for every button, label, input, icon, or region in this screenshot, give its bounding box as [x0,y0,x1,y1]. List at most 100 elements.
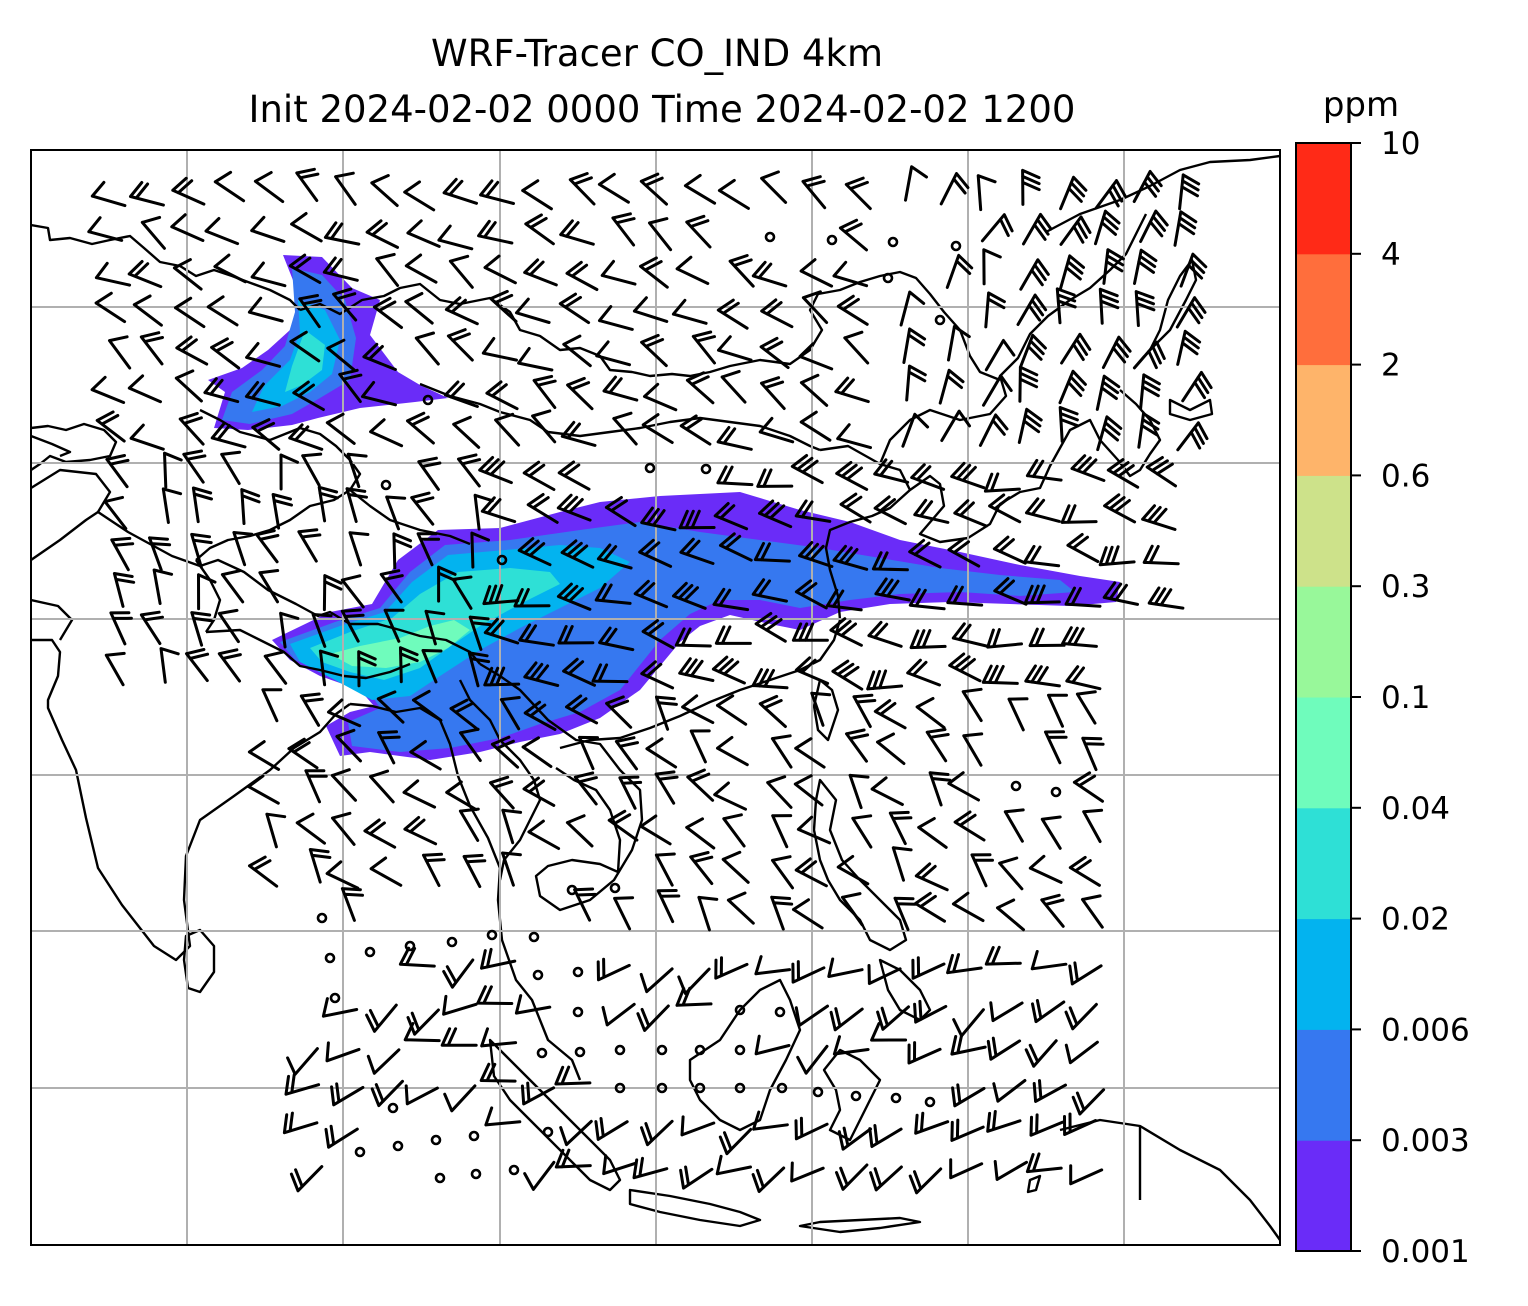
wind-barb [522,460,556,491]
wind-barb [568,172,596,206]
wind-barb [161,487,183,524]
wind-barb [873,495,907,526]
wind-barb [1141,504,1177,531]
wind-barb [754,955,792,976]
wind-barb [559,1119,593,1147]
wind-barb [578,735,599,771]
wind-barb [799,373,829,407]
wind-barb [796,815,832,845]
wind-barb [103,495,128,530]
plume-north-core [285,330,325,392]
wind-barb [950,1033,987,1056]
wind-barb [848,773,870,810]
wind-barb [689,851,714,886]
wind-barb [712,587,750,612]
wind-barb [790,454,824,485]
wind-barb [140,215,166,250]
wind-barb [109,611,133,646]
wind-barb [1058,369,1087,405]
wind-barb [914,1111,950,1135]
wind-barb [939,172,970,206]
wind-barb [206,295,239,327]
wind-barb [286,1047,319,1076]
calm-wind-marker [614,1082,626,1094]
wind-barb [524,213,555,246]
wind-barb [870,776,904,806]
calm-wind-marker [572,1006,584,1018]
wind-barb [752,1110,789,1131]
wind-barb [338,368,363,403]
wind-barb [717,335,753,362]
calm-wind-marker [656,1044,668,1056]
wind-barb [876,732,906,765]
wind-barb [204,217,240,246]
wind-barb [771,855,794,890]
wind-barb [717,178,750,210]
wind-barb [127,260,163,289]
calm-wind-marker [532,969,544,981]
wind-barb [793,774,824,807]
wind-barb [836,294,869,326]
wind-barb [976,174,997,212]
wind-barb [213,170,246,203]
colorbar-swatch [1296,586,1351,698]
wind-barb [636,1004,670,1032]
wind-barb [443,380,479,408]
wind-barb [656,889,681,924]
wind-barb [370,174,399,207]
wind-barb [94,261,132,287]
wind-barb [640,660,675,690]
calm-wind-marker [882,272,894,284]
wind-barb [836,854,870,886]
wind-barb [403,816,438,846]
calm-wind-marker [887,236,899,248]
wind-barb [295,167,320,202]
wind-barb [489,289,518,323]
calm-wind-marker [812,1086,824,1098]
wind-barb [984,945,1022,966]
wind-barb [470,531,490,569]
wind-barb [327,698,362,728]
wind-barb [523,700,557,731]
wind-barb [1145,456,1177,488]
wind-barb [379,569,404,604]
wind-barb [914,891,946,923]
wind-barb [247,740,281,771]
wind-barb [406,219,441,248]
wind-barb [385,495,407,531]
wind-barb [718,1127,753,1156]
wind-barb [873,699,907,730]
wind-barb [479,179,515,205]
coastline-russia-north [31,154,1280,311]
wind-barb [689,729,711,764]
calm-wind-marker [468,1130,480,1142]
coastline-india [31,638,351,962]
wind-barb [605,695,633,729]
wind-barb [831,659,864,691]
wind-barb [326,338,356,372]
wind-barb [770,734,793,769]
wind-barb [404,292,434,325]
wind-barb [899,290,926,327]
wind-barb [794,579,828,610]
wind-barb [416,532,441,567]
wind-barb [992,1079,1027,1103]
wind-barb [1024,1039,1058,1068]
wind-barb [917,817,948,849]
wind-barb [479,1062,517,1083]
calm-wind-marker [434,1172,446,1184]
wind-barb [478,456,513,485]
wind-barb [245,342,281,368]
wind-barb [756,468,794,488]
wind-barb [1094,179,1127,210]
wind-barb [1061,626,1098,648]
colorbar-swatch [1296,253,1351,366]
wind-barb [838,218,868,252]
wind-barb [1064,586,1102,608]
calm-wind-marker [609,882,621,894]
wind-barb [633,579,669,609]
wind-barb [459,727,482,762]
wind-barb [961,687,983,723]
wind-barb [404,253,438,284]
colorbar-tick-label: 10 [1381,126,1420,162]
